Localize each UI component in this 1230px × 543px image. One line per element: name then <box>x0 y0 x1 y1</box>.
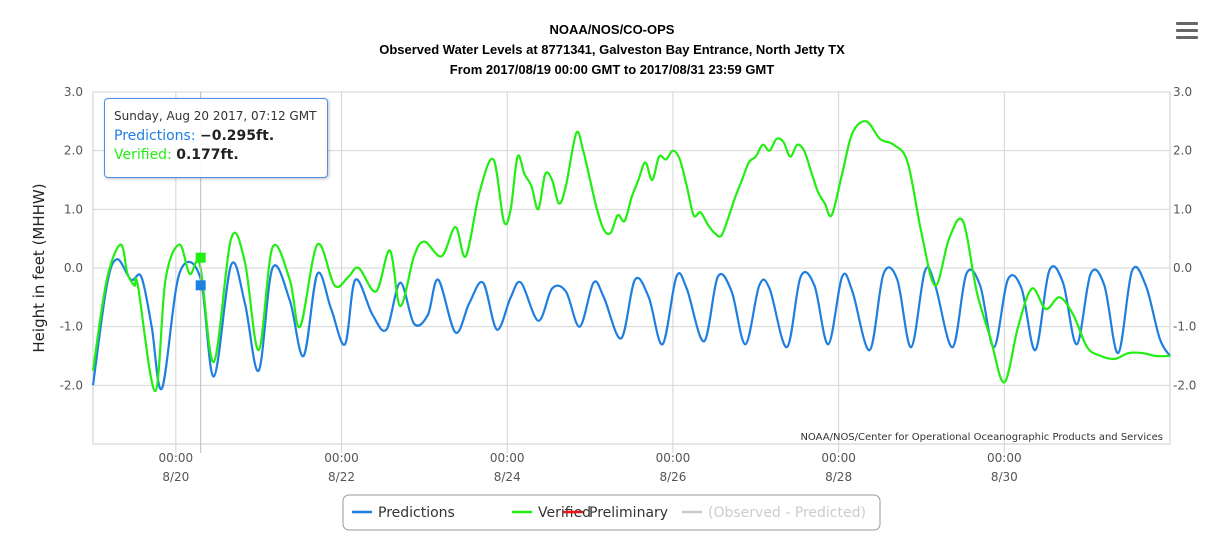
y-tick-label-left: 3.0 <box>64 85 83 99</box>
y-tick-label-left: 1.0 <box>64 202 83 216</box>
chart-title-line1: NOAA/NOS/CO-OPS <box>550 22 675 37</box>
x-tick-time: 00:00 <box>159 451 194 465</box>
tooltip-verified-value: 0.177ft. <box>176 147 239 163</box>
x-tick-date: 8/26 <box>659 470 686 484</box>
menu-bar-icon <box>1176 29 1198 32</box>
y-axis-left: 3.0 2.0 1.0 0.0 -1.0 -2.0 <box>60 85 83 392</box>
predictions-marker <box>195 280 206 291</box>
tooltip: Sunday, Aug 20 2017, 07:12 GMT Predictio… <box>104 98 328 178</box>
y-tick-label-left: 0.0 <box>64 261 83 275</box>
series-line-predictions <box>91 258 1171 391</box>
legend-label: Preliminary <box>589 505 668 521</box>
x-tick-time: 00:00 <box>821 451 856 465</box>
legend-item-preliminary[interactable]: Preliminary <box>563 505 668 521</box>
y-tick-label-right: -1.0 <box>1173 320 1196 334</box>
y-tick-label-left: 2.0 <box>64 144 83 158</box>
x-tick-time: 00:00 <box>987 451 1022 465</box>
series-lines <box>91 120 1171 393</box>
x-tick-time: 00:00 <box>656 451 691 465</box>
menu-bar-icon <box>1176 22 1198 25</box>
x-tick-date: 8/24 <box>494 470 521 484</box>
legend: PredictionsVerifiedPreliminary(Observed … <box>342 494 881 531</box>
menu-bar-icon <box>1176 36 1198 39</box>
verified-marker <box>195 252 206 263</box>
x-tick-date: 8/30 <box>991 470 1018 484</box>
y-tick-label-right: -2.0 <box>1173 378 1196 392</box>
y-tick-label-left: -1.0 <box>60 320 83 334</box>
y-tick-label-right: 3.0 <box>1173 85 1192 99</box>
y-tick-label-right: 1.0 <box>1173 202 1192 216</box>
series-line-verified <box>91 120 1171 393</box>
hover-markers <box>195 252 206 291</box>
legend-item-observed-predicted[interactable]: (Observed - Predicted) <box>682 505 866 521</box>
y-tick-label-right: 0.0 <box>1173 261 1192 275</box>
x-tick-time: 00:00 <box>324 451 359 465</box>
tooltip-predictions-row: Predictions: −0.295ft. <box>114 127 318 146</box>
chart-menu-button[interactable] <box>1176 22 1198 42</box>
tooltip-verified-row: Verified: 0.177ft. <box>114 146 318 165</box>
y-tick-label-left: -2.0 <box>60 378 83 392</box>
legend-box <box>342 494 881 531</box>
x-axis: 00:00 8/20 00:00 8/22 00:00 8/24 00:00 8/26 00:0… <box>159 451 1022 484</box>
legend-label: (Observed - Predicted) <box>708 505 866 521</box>
x-tick-date: 8/28 <box>825 470 852 484</box>
tooltip-predictions-value: −0.295ft. <box>200 128 275 144</box>
x-tick-date: 8/20 <box>162 470 189 484</box>
credit-text: NOAA/NOS/Center for Operational Oceanogr… <box>800 432 1163 443</box>
y-axis-right: 3.0 2.0 1.0 0.0 -1.0 -2.0 <box>1173 85 1196 392</box>
tooltip-verified-label: Verified: <box>114 147 172 163</box>
chart-title-line2: Observed Water Levels at 8771341, Galves… <box>379 42 845 57</box>
y-axis-title: Height in feet (MHHW) <box>30 183 48 352</box>
legend-item-predictions[interactable]: Predictions <box>352 505 455 521</box>
y-tick-label-right: 2.0 <box>1173 144 1192 158</box>
tooltip-predictions-label: Predictions: <box>114 128 196 144</box>
chart-title-line3: From 2017/08/19 00:00 GMT to 2017/08/31 … <box>450 62 775 77</box>
tooltip-date: Sunday, Aug 20 2017, 07:12 GMT <box>114 109 317 123</box>
legend-label: Predictions <box>378 505 455 521</box>
x-tick-time: 00:00 <box>490 451 525 465</box>
x-tick-date: 8/22 <box>328 470 355 484</box>
